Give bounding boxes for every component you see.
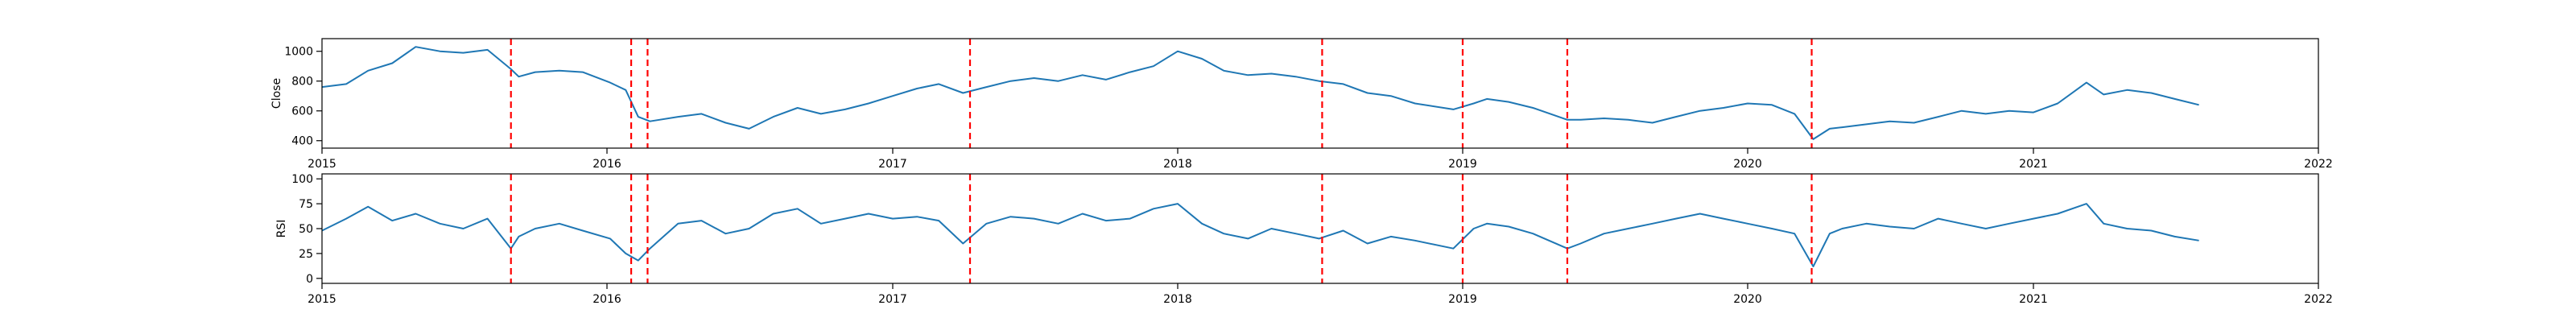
rsi-x-tick-label: 2016 [592, 293, 621, 306]
close-y-tick-label: 800 [291, 76, 313, 89]
close-x-tick-label: 2022 [2304, 158, 2333, 171]
rsi-y-tick-label: 25 [299, 248, 313, 261]
close-x-tick-label: 2021 [2019, 158, 2048, 171]
close-x-tick-label: 2015 [308, 158, 336, 171]
close-y-tick-label: 600 [291, 105, 313, 118]
rsi-y-axis: 0 25 50 75 100 [291, 173, 322, 286]
rsi-y-tick-label: 100 [291, 173, 313, 186]
close-y-tick-label: 1000 [284, 46, 313, 59]
rsi-plot-area [321, 174, 2199, 283]
close-series-line [321, 46, 2199, 140]
close-x-tick-label: 2019 [1448, 158, 1477, 171]
rsi-x-axis: 2015 2016 2017 2018 2019 2020 2021 2022 [308, 283, 2333, 306]
close-y-axis: 400 600 800 1000 [284, 46, 322, 148]
rsi-x-tick-label: 2015 [308, 293, 336, 306]
rsi-x-tick-label: 2022 [2304, 293, 2333, 306]
rsi-y-tick-label: 75 [299, 198, 313, 211]
rsi-y-axis-label: RSI [275, 220, 288, 238]
rsi-axes-frame [321, 173, 2319, 284]
close-x-tick-label: 2018 [1163, 158, 1192, 171]
close-x-axis: 2015 2016 2017 2018 2019 2020 2021 2022 [308, 148, 2333, 171]
close-x-tick-label: 2020 [1733, 158, 1762, 171]
rsi-x-tick-label: 2019 [1448, 293, 1477, 306]
rsi-x-tick-label: 2017 [878, 293, 907, 306]
close-axes-frame [321, 38, 2319, 149]
close-y-tick-label: 400 [291, 135, 313, 148]
close-x-tick-label: 2016 [592, 158, 621, 171]
rsi-x-tick-label: 2020 [1733, 293, 1762, 306]
rsi-y-tick-label: 50 [299, 223, 313, 236]
rsi-series-line [321, 203, 2199, 267]
close-x-tick-label: 2017 [878, 158, 907, 171]
close-plot-area [321, 39, 2199, 148]
rsi-x-tick-label: 2021 [2019, 293, 2048, 306]
rsi-y-tick-label: 0 [306, 273, 313, 286]
close-y-axis-label: Close [270, 78, 283, 109]
rsi-x-tick-label: 2018 [1163, 293, 1192, 306]
